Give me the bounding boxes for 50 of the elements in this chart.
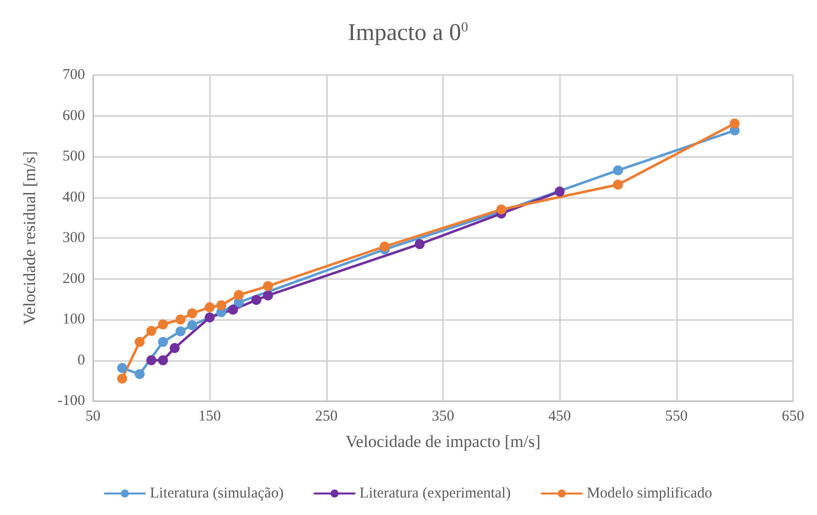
point [251, 294, 262, 305]
y-axis-title: Velocidade residual [m/s] [20, 151, 39, 325]
point [117, 362, 128, 373]
y-tick-label: 700 [62, 67, 85, 83]
y-tick-label: 300 [62, 230, 85, 246]
y-tick-label: 400 [62, 189, 85, 206]
point [134, 336, 145, 347]
y-tick-label: 500 [62, 148, 85, 164]
y-tick-label: -100 [58, 393, 85, 409]
x-tick-label: 650 [782, 408, 804, 424]
y-tick-label: 200 [62, 270, 85, 287]
x-tick-label: 250 [315, 408, 338, 424]
x-tick-label: 50 [86, 408, 100, 424]
point [613, 180, 623, 190]
y-tick-label: 100 [62, 312, 85, 328]
y-tick-label: 0 [78, 352, 85, 368]
point [496, 204, 506, 214]
x-tick-label: 550 [665, 408, 688, 424]
y-tick-label: 600 [62, 108, 85, 124]
point [187, 320, 198, 330]
point [134, 369, 145, 380]
point [414, 239, 425, 250]
point [730, 118, 740, 128]
point [228, 304, 238, 315]
x-tick-label: 450 [548, 408, 571, 424]
point [234, 290, 244, 300]
point [117, 374, 128, 384]
point [204, 312, 215, 322]
point [158, 355, 168, 366]
x-axis-title: Velocidade de impacto [m/s] [346, 432, 540, 451]
x-tick-label: 350 [432, 408, 454, 424]
point [146, 355, 156, 366]
point [554, 186, 565, 197]
legend-label: Modelo simplificado [586, 486, 712, 502]
point [170, 343, 180, 354]
point [613, 165, 623, 176]
legend-label: Literatura (experimental) [360, 486, 511, 502]
point [146, 326, 156, 336]
point [380, 242, 390, 252]
legend-label: Literatura (simulação) [150, 486, 284, 502]
point [216, 300, 226, 310]
point [263, 281, 273, 292]
point [158, 336, 168, 347]
point [176, 314, 186, 324]
point [187, 308, 198, 318]
point [176, 326, 186, 336]
point [263, 290, 273, 300]
point [204, 302, 215, 312]
x-tick-label: 150 [198, 408, 221, 424]
point [158, 319, 168, 330]
